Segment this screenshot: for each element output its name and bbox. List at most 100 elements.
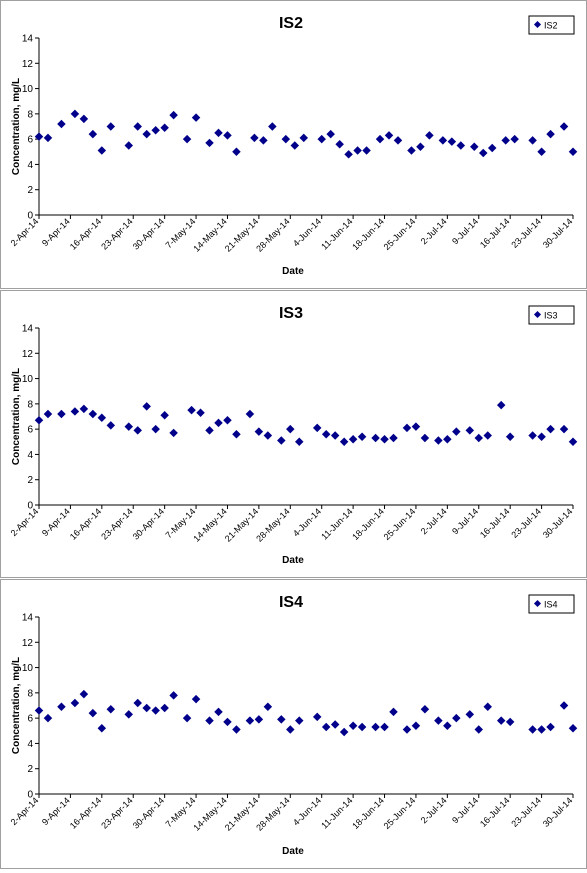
- data-point: [169, 428, 178, 438]
- data-point: [142, 402, 151, 411]
- data-point: [447, 137, 457, 146]
- data-point: [187, 405, 196, 415]
- data-point: [425, 131, 434, 140]
- data-point: [528, 431, 537, 440]
- x-tick-label: 30-Jul-14: [541, 216, 575, 250]
- x-tick-label: 18-Jun-14: [350, 795, 386, 831]
- data-point: [505, 717, 515, 727]
- data-point: [254, 715, 264, 724]
- data-point: [88, 129, 98, 139]
- data-point: [254, 427, 264, 436]
- data-point: [182, 713, 192, 723]
- y-tick-label: 6: [27, 135, 33, 146]
- data-point: [106, 705, 116, 714]
- y-tick-label: 12: [22, 349, 34, 360]
- x-tick-label: 9-Apr-14: [40, 795, 72, 827]
- data-point: [465, 710, 475, 719]
- data-point: [420, 705, 430, 714]
- data-point: [133, 122, 142, 131]
- data-point: [124, 422, 133, 431]
- x-axis-title: Date: [282, 846, 304, 857]
- data-point: [474, 433, 484, 443]
- data-point: [375, 134, 385, 144]
- data-point: [407, 146, 416, 155]
- x-tick-label: 4-Jun-14: [291, 506, 323, 538]
- data-point: [286, 424, 295, 434]
- x-tick-label: 9-Jul-14: [450, 506, 480, 536]
- data-point: [79, 114, 89, 124]
- data-point: [357, 432, 367, 441]
- y-tick-label: 2: [27, 764, 33, 775]
- data-point: [411, 422, 421, 431]
- data-point: [559, 701, 569, 710]
- x-tick-label: 11-Jun-14: [319, 795, 354, 830]
- data-point: [487, 143, 497, 153]
- x-tick-label: 18-Jun-14: [350, 216, 386, 252]
- x-tick-label: 9-Jul-14: [450, 216, 480, 246]
- data-point: [70, 407, 80, 416]
- y-tick-label: 0: [27, 790, 33, 801]
- data-point: [106, 421, 116, 430]
- y-tick-label: 14: [22, 613, 34, 624]
- chart-legend: IS4: [528, 594, 575, 614]
- data-point: [57, 702, 66, 712]
- data-point: [420, 433, 430, 443]
- data-point: [124, 710, 133, 719]
- legend-label: IS4: [544, 600, 558, 610]
- data-point: [43, 713, 53, 723]
- data-point: [88, 409, 98, 419]
- x-tick-label: 30-Jul-14: [541, 795, 575, 829]
- data-point: [79, 404, 89, 414]
- x-tick-label: 2-Apr-14: [9, 506, 41, 538]
- data-point: [411, 721, 421, 730]
- data-point: [371, 722, 380, 732]
- x-tick-label: 16-Apr-14: [68, 216, 103, 251]
- y-tick-label: 4: [27, 450, 33, 461]
- data-point: [434, 436, 443, 445]
- y-axis-title: Concentration, mg/L: [11, 657, 22, 754]
- data-point: [142, 703, 151, 713]
- data-point: [339, 727, 349, 737]
- data-point: [191, 113, 201, 122]
- chart-title: IS3: [279, 305, 303, 322]
- data-point: [546, 129, 555, 139]
- chart-panel-is4: IS4 IS4 0 2 4 6 8 10 12 14 2-Apr-14 9-Apr-14 16-Apr-…: [0, 579, 587, 869]
- data-point: [330, 431, 340, 440]
- legend-label: IS3: [544, 311, 558, 321]
- y-tick-label: 4: [27, 160, 33, 171]
- chart-panel-is2: IS2 IS2 0 2 4 6 8 10 12 14 2-Apr-14 9-Apr-14 16-Apr-…: [0, 0, 587, 289]
- data-point: [344, 150, 353, 159]
- data-point: [299, 133, 308, 143]
- data-point: [133, 426, 142, 435]
- data-point: [277, 715, 286, 724]
- x-tick-label: 23-Apr-14: [99, 216, 134, 251]
- data-point: [151, 706, 160, 715]
- data-point: [106, 122, 116, 131]
- data-point: [465, 426, 475, 435]
- series-is4: [34, 689, 578, 737]
- x-tick-label: 9-Apr-14: [40, 216, 72, 248]
- x-tick-label: 28-May-14: [254, 795, 291, 832]
- data-point: [443, 721, 452, 730]
- legend-marker-icon: [533, 599, 542, 608]
- data-point: [263, 702, 273, 712]
- y-tick-label: 6: [27, 714, 33, 725]
- x-tick-label: 30-Jul-14: [541, 506, 575, 540]
- x-tick-label: 25-Jun-14: [382, 506, 418, 542]
- x-tick-label: 23-Apr-14: [99, 506, 134, 541]
- y-tick-label: 12: [22, 59, 34, 70]
- data-point: [196, 408, 205, 417]
- series-is3: [34, 400, 578, 447]
- data-point: [380, 722, 389, 732]
- data-point: [357, 722, 367, 732]
- data-point: [537, 147, 546, 157]
- x-tick-label: 2-Jul-14: [419, 216, 449, 246]
- chart-panel-is3: IS3 IS3 0 2 4 6 8 10 12 14 2-Apr-14 9-Apr-14 16-Apr-…: [0, 290, 587, 578]
- x-tick-label: 16-Apr-14: [68, 506, 103, 541]
- data-point: [568, 437, 578, 447]
- series-is2: [34, 109, 578, 159]
- data-point: [263, 431, 273, 440]
- x-tick-label: 16-Apr-14: [68, 795, 103, 830]
- data-point: [568, 147, 578, 157]
- data-point: [389, 433, 398, 443]
